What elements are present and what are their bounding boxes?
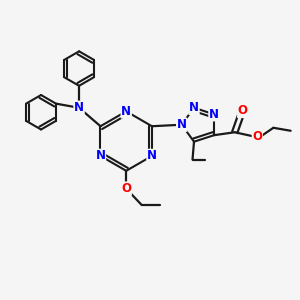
Text: N: N <box>147 149 157 162</box>
Text: N: N <box>189 101 199 114</box>
Text: N: N <box>95 149 106 162</box>
Text: N: N <box>74 101 84 114</box>
Text: O: O <box>252 130 262 143</box>
Text: O: O <box>121 182 131 195</box>
Text: O: O <box>238 104 248 117</box>
Text: N: N <box>177 118 187 131</box>
Text: N: N <box>209 108 219 121</box>
Text: N: N <box>121 105 131 118</box>
